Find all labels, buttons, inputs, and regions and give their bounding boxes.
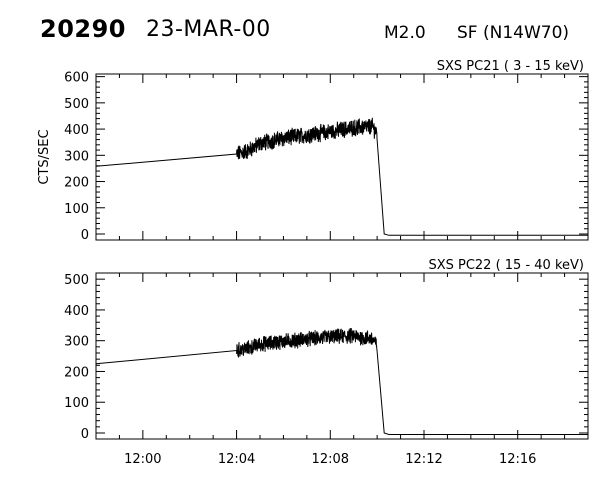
y-tick-label: 400: [64, 123, 89, 138]
series-line-1: [95, 117, 588, 236]
y-tick-label: 300: [64, 149, 89, 164]
y-tick-label: 300: [64, 335, 89, 350]
x-tick-label: 12:08: [312, 452, 349, 467]
y-axis-label: CTS/SEC: [37, 129, 52, 184]
flare-location: SF (N14W70): [457, 23, 570, 43]
y-tick-label: 100: [64, 396, 89, 411]
chart-panel-1: SXS PC21 ( 3 - 15 keV) CTS/SEC 0 100 200 300 4…: [37, 59, 589, 243]
y-tick-label: 200: [64, 176, 89, 191]
chart-title: SXS PC22 ( 15 - 40 keV): [428, 258, 584, 273]
y-tick-label: 200: [64, 365, 89, 380]
y-tick-label: 600: [64, 71, 89, 86]
y-tick-label: 400: [64, 304, 89, 319]
y-tick-label: 100: [64, 202, 89, 217]
x-tick-label: 12:00: [124, 452, 161, 467]
y-tick-label: 500: [64, 97, 89, 112]
y-tick-label: 0: [81, 427, 89, 442]
y-tick-label: 500: [64, 273, 89, 288]
chart-panel-2: SXS PC22 ( 15 - 40 keV) 0 100 200 300 400 500 1…: [64, 258, 589, 467]
chart-title: SXS PC21 ( 3 - 15 keV): [437, 59, 584, 74]
plot-frame: [95, 272, 589, 440]
x-tick-label: 12:16: [499, 452, 536, 467]
y-tick-label: 0: [81, 228, 89, 243]
event-date: 23-MAR-00: [146, 17, 271, 42]
x-tick-label: 12:04: [218, 452, 255, 467]
x-tick-label: 12:12: [405, 452, 442, 467]
event-id: 20290: [40, 15, 126, 43]
series-line-1: [95, 327, 588, 435]
flare-class: M2.0: [384, 23, 426, 43]
plot-frame: [95, 73, 589, 241]
